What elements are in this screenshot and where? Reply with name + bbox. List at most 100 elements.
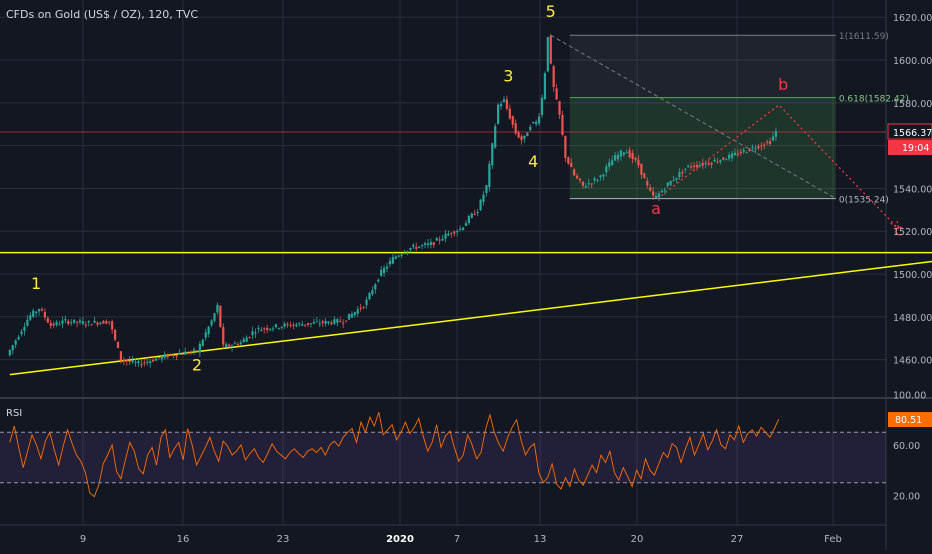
candle-body <box>67 320 70 324</box>
candle-body <box>461 227 465 230</box>
candle-body <box>631 153 634 159</box>
candle-body <box>605 166 608 173</box>
candle-body <box>113 329 117 340</box>
candle-body <box>377 279 380 282</box>
candle-body <box>251 331 254 336</box>
candle-body <box>573 169 576 176</box>
candle-body <box>476 211 479 213</box>
candle-body <box>739 151 742 154</box>
candle-body <box>58 324 61 326</box>
candle-body <box>75 321 79 323</box>
candle-body <box>672 180 675 182</box>
wave-label-1: 1 <box>31 274 41 293</box>
candle-body <box>540 97 544 116</box>
candle-body <box>295 324 298 327</box>
candle-body <box>280 326 283 328</box>
candle-body <box>26 319 29 326</box>
price-axis-label: 1460.00 <box>893 356 932 367</box>
candle-body <box>239 342 242 345</box>
candle-body <box>213 313 216 321</box>
candle-body <box>137 361 140 364</box>
candle-body <box>198 343 201 353</box>
candle-body <box>719 160 722 162</box>
wave-label-3: 3 <box>503 66 513 85</box>
candle-countdown: 19:04 <box>902 143 929 154</box>
candle-body <box>698 165 701 167</box>
candle-body <box>116 341 120 348</box>
candle-body <box>374 284 377 290</box>
candle-body <box>429 242 432 246</box>
fib-label-0: 0(1535.24) <box>839 196 889 206</box>
candle-body <box>29 315 32 320</box>
candle-body <box>178 353 181 355</box>
candle-body <box>532 122 535 124</box>
candle-body <box>20 331 23 335</box>
candle-body <box>266 328 269 330</box>
candle-body <box>64 319 67 321</box>
candle-body <box>423 243 427 245</box>
candles-group <box>8 34 778 368</box>
candle-body <box>344 320 348 322</box>
candle-body <box>450 232 453 234</box>
candle-body <box>102 320 105 324</box>
candle-body <box>49 322 52 326</box>
candle-body <box>219 305 222 328</box>
candle-body <box>55 321 58 325</box>
candle-body <box>70 322 73 324</box>
candle-body <box>692 165 696 168</box>
candle-body <box>558 101 561 115</box>
candle-body <box>87 321 90 323</box>
candle-body <box>207 326 210 334</box>
candle-body <box>81 321 85 324</box>
candle-body <box>666 182 669 186</box>
candle-body <box>640 163 643 175</box>
candle-body <box>163 354 166 358</box>
candle-body <box>204 332 207 338</box>
candle-body <box>453 231 456 234</box>
candle-body <box>728 154 731 159</box>
candle-body <box>575 175 579 179</box>
candle-body <box>754 148 757 150</box>
candle-body <box>35 311 38 313</box>
candle-body <box>736 154 739 156</box>
price-axis-label: 1500.00 <box>893 270 932 281</box>
candle-body <box>763 144 766 146</box>
candle-body <box>625 152 628 154</box>
candle-body <box>611 160 614 166</box>
candle-body <box>771 136 775 141</box>
wave-label-c: c <box>894 221 903 240</box>
candle-body <box>394 256 397 259</box>
candle-body <box>675 177 678 180</box>
price-axis-label: 1580.00 <box>893 99 932 110</box>
candle-body <box>134 362 137 364</box>
candle-body <box>37 309 41 312</box>
candle-body <box>330 322 333 325</box>
candle-body <box>730 153 734 158</box>
candle-body <box>388 260 392 265</box>
candle-body <box>312 322 316 324</box>
candle-body <box>646 180 649 186</box>
candle-body <box>643 173 646 179</box>
candle-body <box>663 189 666 191</box>
rsi-title: RSI <box>6 408 22 419</box>
candle-body <box>415 247 418 249</box>
candle-body <box>751 146 754 148</box>
candle-body <box>283 323 286 327</box>
candle-body <box>695 164 699 168</box>
candle-body <box>438 239 441 241</box>
correction-projection-path <box>657 104 900 230</box>
candle-body <box>184 351 187 355</box>
price-axis-label: 1620.00 <box>893 13 932 24</box>
candle-body <box>628 150 631 158</box>
candle-body <box>537 116 541 124</box>
price-axis-label: 1600.00 <box>893 56 932 67</box>
candle-body <box>660 190 663 193</box>
time-axis-label: 7 <box>454 534 460 545</box>
candle-body <box>277 328 280 330</box>
candle-body <box>96 322 99 325</box>
price-axis-label: 1480.00 <box>893 313 932 324</box>
candle-body <box>380 269 383 276</box>
candle-body <box>8 349 11 356</box>
